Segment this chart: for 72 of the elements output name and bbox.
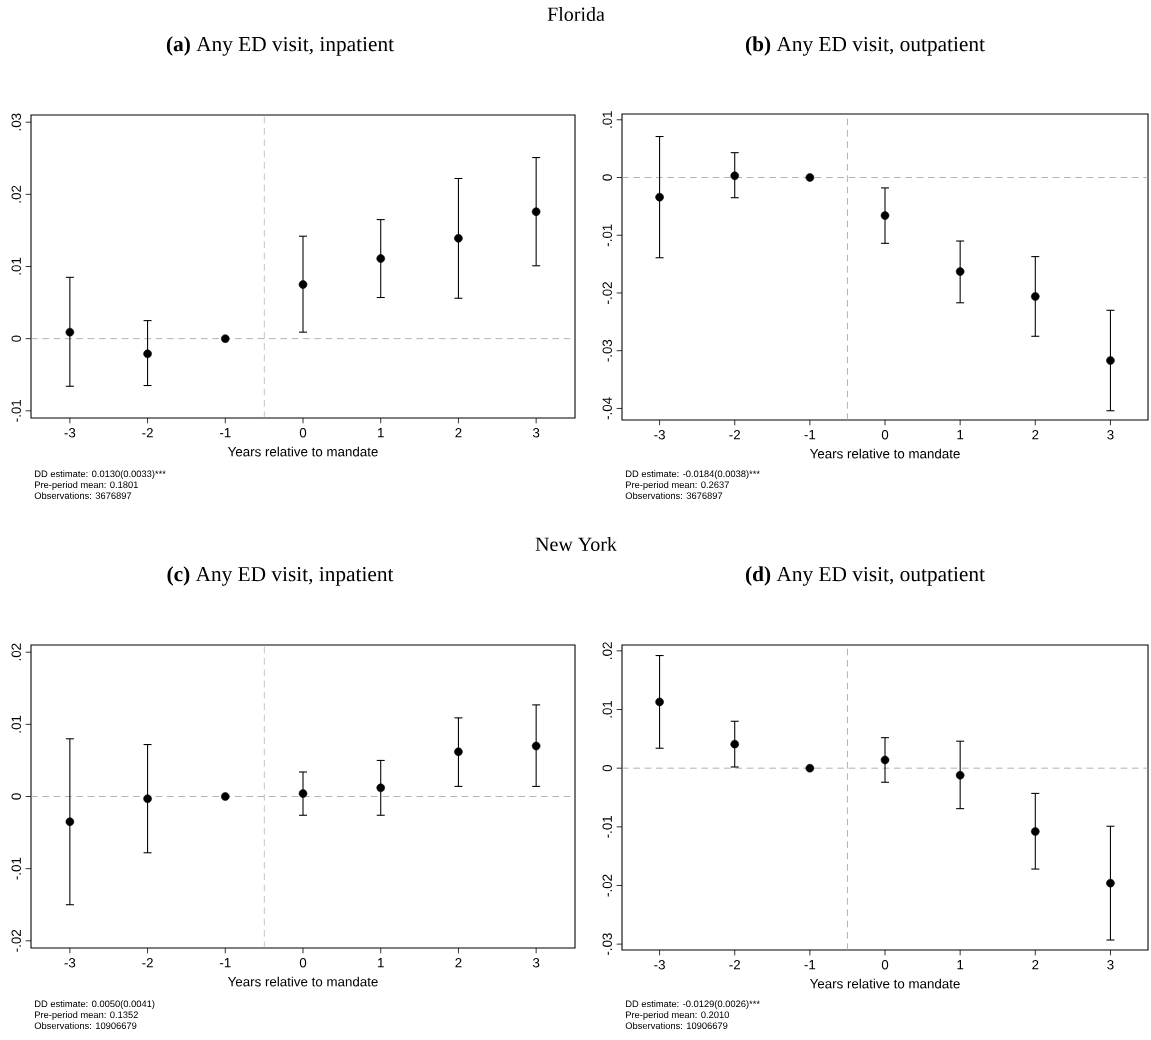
text: DD estimate: 0.0050(0.0041) bbox=[35, 1000, 155, 1009]
x-tick-label: 0 bbox=[881, 960, 889, 970]
y-tick-label: -.01 bbox=[11, 857, 21, 880]
x-tick-label: 3 bbox=[1107, 430, 1114, 440]
x-tick-label: -3 bbox=[64, 428, 76, 438]
y-tick-label: .01 bbox=[11, 715, 21, 733]
x-tick-label: 2 bbox=[1032, 960, 1039, 970]
chart-title: (d) Any ED visit, outpatient bbox=[745, 566, 985, 586]
x-tick-label: 1 bbox=[378, 428, 384, 438]
y-tick-label: 0 bbox=[602, 764, 612, 772]
x-tick-label: -2 bbox=[142, 958, 153, 968]
text: Pre-period mean: 0.1801 bbox=[35, 481, 138, 490]
x-tick-label: 1 bbox=[957, 430, 964, 440]
y-tick-label: -.02 bbox=[11, 929, 21, 952]
text: Observations: 3676897 bbox=[34, 492, 132, 499]
x-tick-label: 3 bbox=[532, 958, 540, 968]
x-tick-label: -1 bbox=[804, 960, 816, 970]
x-tick-label: -1 bbox=[804, 430, 816, 440]
x-tick-label: 1 bbox=[378, 958, 384, 968]
y-tick-label: .01 bbox=[602, 111, 612, 128]
x-tick-label: 2 bbox=[455, 428, 462, 438]
y-tick-label: .01 bbox=[11, 257, 21, 275]
y-tick-label: .02 bbox=[11, 643, 21, 661]
y-tick-label: .01 bbox=[602, 700, 612, 718]
x-tick-label: -2 bbox=[729, 430, 740, 440]
text: Pre-period mean: 0.2010 bbox=[626, 1011, 730, 1020]
text: DD estimate: -0.0129(0.0026)*** bbox=[626, 1000, 760, 1009]
chart-title: (b) Any ED visit, outpatient bbox=[745, 36, 985, 56]
x-tick-label: -2 bbox=[142, 428, 153, 438]
x-tick-label: 2 bbox=[1032, 430, 1039, 440]
text: Observations: 10906679 bbox=[625, 1022, 728, 1029]
x-tick-label: -3 bbox=[654, 960, 665, 970]
text: DD estimate: -0.0184(0.0038)*** bbox=[626, 470, 760, 479]
y-tick-label: .02 bbox=[602, 642, 612, 659]
x-axis-title: Years relative to mandate bbox=[809, 978, 960, 989]
text: Pre-period mean: 0.1352 bbox=[35, 1011, 138, 1020]
y-tick-label: -.04 bbox=[602, 397, 612, 420]
text: Observations: 10906679 bbox=[34, 1022, 137, 1029]
x-tick-label: 3 bbox=[1107, 960, 1114, 970]
x-tick-label: 0 bbox=[299, 958, 307, 968]
x-axis-title: Years relative to mandate bbox=[809, 448, 960, 459]
y-tick-label: 0 bbox=[602, 174, 612, 181]
chart-title: (a) Any ED visit, inpatient bbox=[166, 36, 394, 56]
x-tick-label: 3 bbox=[532, 428, 540, 438]
y-tick-label: -.02 bbox=[602, 874, 612, 897]
y-tick-label: .03 bbox=[11, 113, 21, 131]
y-tick-label: .02 bbox=[11, 185, 21, 203]
text: Pre-period mean: 0.2637 bbox=[626, 481, 729, 490]
y-tick-label: -.01 bbox=[602, 224, 612, 247]
x-tick-label: 1 bbox=[957, 960, 964, 970]
y-tick-label: -.02 bbox=[602, 282, 612, 304]
y-tick-label: -.03 bbox=[602, 933, 612, 956]
text: Observations: 3676897 bbox=[625, 492, 723, 499]
x-tick-label: -1 bbox=[219, 958, 231, 968]
x-tick-label: 0 bbox=[881, 430, 889, 440]
x-axis-title: Years relative to mandate bbox=[227, 446, 378, 457]
text: New York bbox=[535, 536, 617, 552]
x-tick-label: -2 bbox=[729, 960, 740, 970]
y-tick-label: 0 bbox=[11, 793, 21, 800]
x-tick-label: -3 bbox=[654, 430, 665, 440]
y-tick-label: 0 bbox=[11, 335, 21, 342]
text: Florida bbox=[547, 6, 605, 22]
chart-title: (c) Any ED visit, inpatient bbox=[167, 566, 394, 586]
text: DD estimate: 0.0130(0.0033)*** bbox=[35, 470, 166, 479]
x-axis-title: Years relative to mandate bbox=[227, 976, 378, 987]
y-tick-label: -.01 bbox=[11, 399, 21, 422]
x-tick-label: -1 bbox=[219, 428, 231, 438]
y-tick-label: -.01 bbox=[602, 815, 612, 838]
x-tick-label: 2 bbox=[455, 958, 462, 968]
x-tick-label: 0 bbox=[299, 428, 307, 438]
y-tick-label: -.03 bbox=[602, 339, 612, 362]
x-tick-label: -3 bbox=[64, 958, 76, 968]
